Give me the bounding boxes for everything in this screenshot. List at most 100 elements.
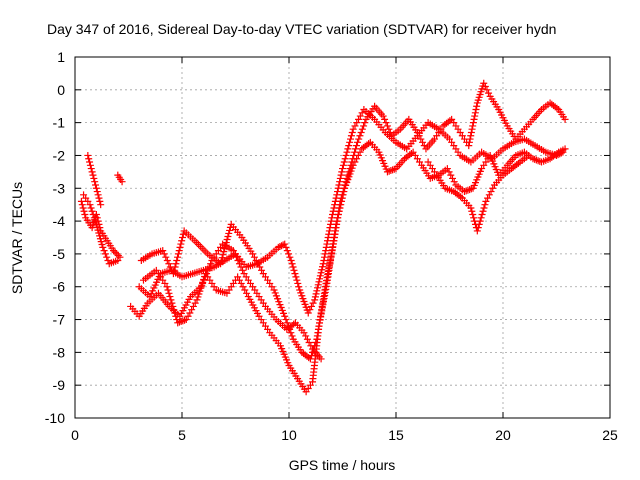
data-point: [345, 142, 353, 150]
y-tick-label: -2: [53, 147, 66, 163]
data-point: [87, 204, 95, 212]
x-tick-label: 25: [602, 427, 618, 443]
data-point: [340, 158, 348, 166]
data-point: [353, 138, 361, 146]
y-tick-label: -10: [45, 410, 65, 426]
data-point: [307, 342, 315, 350]
data-point: [165, 260, 173, 268]
data-point: [355, 135, 363, 143]
x-axis-label: GPS time / hours: [289, 457, 396, 473]
data-point: [321, 250, 329, 258]
data-point: [237, 263, 245, 271]
data-point: [237, 279, 245, 287]
data-point: [162, 253, 170, 261]
data-point: [464, 186, 472, 194]
data-point: [86, 201, 94, 209]
data-point: [201, 273, 209, 281]
data-point: [417, 135, 425, 143]
data-point: [358, 109, 366, 117]
data-point: [322, 247, 330, 255]
data-point: [343, 148, 351, 156]
data-point: [287, 329, 295, 337]
data-point: [304, 309, 312, 317]
data-point: [79, 204, 87, 212]
data-point: [347, 161, 355, 169]
data-point: [235, 276, 243, 284]
data-point: [239, 283, 247, 291]
x-tick-label: 10: [281, 427, 297, 443]
data-point: [407, 149, 415, 157]
data-point: [346, 138, 354, 146]
data-point: [387, 167, 395, 175]
data-point: [86, 161, 94, 169]
data-point: [86, 158, 94, 166]
data-point: [476, 217, 484, 225]
data-point: [471, 109, 479, 117]
data-point: [383, 168, 391, 176]
data-point: [316, 272, 324, 280]
data-point: [389, 166, 397, 174]
data-point: [88, 207, 96, 215]
data-point: [291, 270, 299, 278]
y-tick-label: -9: [53, 377, 66, 393]
data-point: [469, 122, 477, 130]
y-tick-label: -8: [53, 344, 66, 360]
data-point: [381, 115, 389, 123]
y-tick-label: 0: [57, 82, 65, 98]
data-point: [316, 275, 324, 283]
data-point: [328, 214, 336, 222]
data-point: [344, 171, 352, 179]
data-point: [335, 181, 343, 189]
data-point: [346, 165, 354, 173]
data-point: [199, 279, 207, 287]
data-point: [352, 145, 360, 153]
data-point: [323, 240, 331, 248]
x-tick-label: 20: [495, 427, 511, 443]
data-point: [114, 256, 122, 264]
data-point: [317, 355, 325, 363]
data-point: [343, 174, 351, 182]
data-point: [229, 247, 237, 255]
data-point: [174, 253, 182, 261]
data-point: [223, 236, 231, 244]
data-point: [177, 240, 185, 248]
data-point: [480, 79, 488, 87]
data-point: [314, 284, 322, 292]
data-point: [101, 250, 109, 258]
data-point: [232, 253, 240, 261]
data-point: [489, 184, 497, 192]
data-point: [181, 316, 189, 324]
data-point: [88, 168, 96, 176]
data-point: [467, 204, 475, 212]
data-point: [553, 149, 561, 157]
data-point: [349, 155, 357, 163]
data-point: [103, 253, 111, 261]
data-point: [169, 270, 177, 278]
data-point: [184, 312, 192, 320]
data-point: [294, 279, 302, 287]
data-point: [96, 197, 104, 205]
data-point: [531, 155, 539, 163]
data-point: [177, 318, 185, 326]
data-point: [307, 352, 315, 360]
data-point: [288, 260, 296, 268]
data-point: [241, 286, 249, 294]
data-point: [349, 125, 357, 133]
data-point: [334, 184, 342, 192]
data-point: [87, 165, 95, 173]
data-point: [282, 316, 290, 324]
data-point: [258, 266, 266, 274]
data-point: [447, 171, 455, 179]
data-point: [288, 332, 296, 340]
data-point: [283, 247, 291, 255]
data-point: [283, 319, 291, 327]
data-point: [311, 296, 319, 304]
data-point: [379, 112, 387, 120]
data-point: [306, 355, 314, 363]
data-point: [338, 168, 346, 176]
y-axis-label: SDTVAR / TECUs: [9, 182, 25, 294]
data-point: [385, 125, 393, 133]
data-point: [111, 248, 119, 256]
data-point: [470, 214, 478, 222]
